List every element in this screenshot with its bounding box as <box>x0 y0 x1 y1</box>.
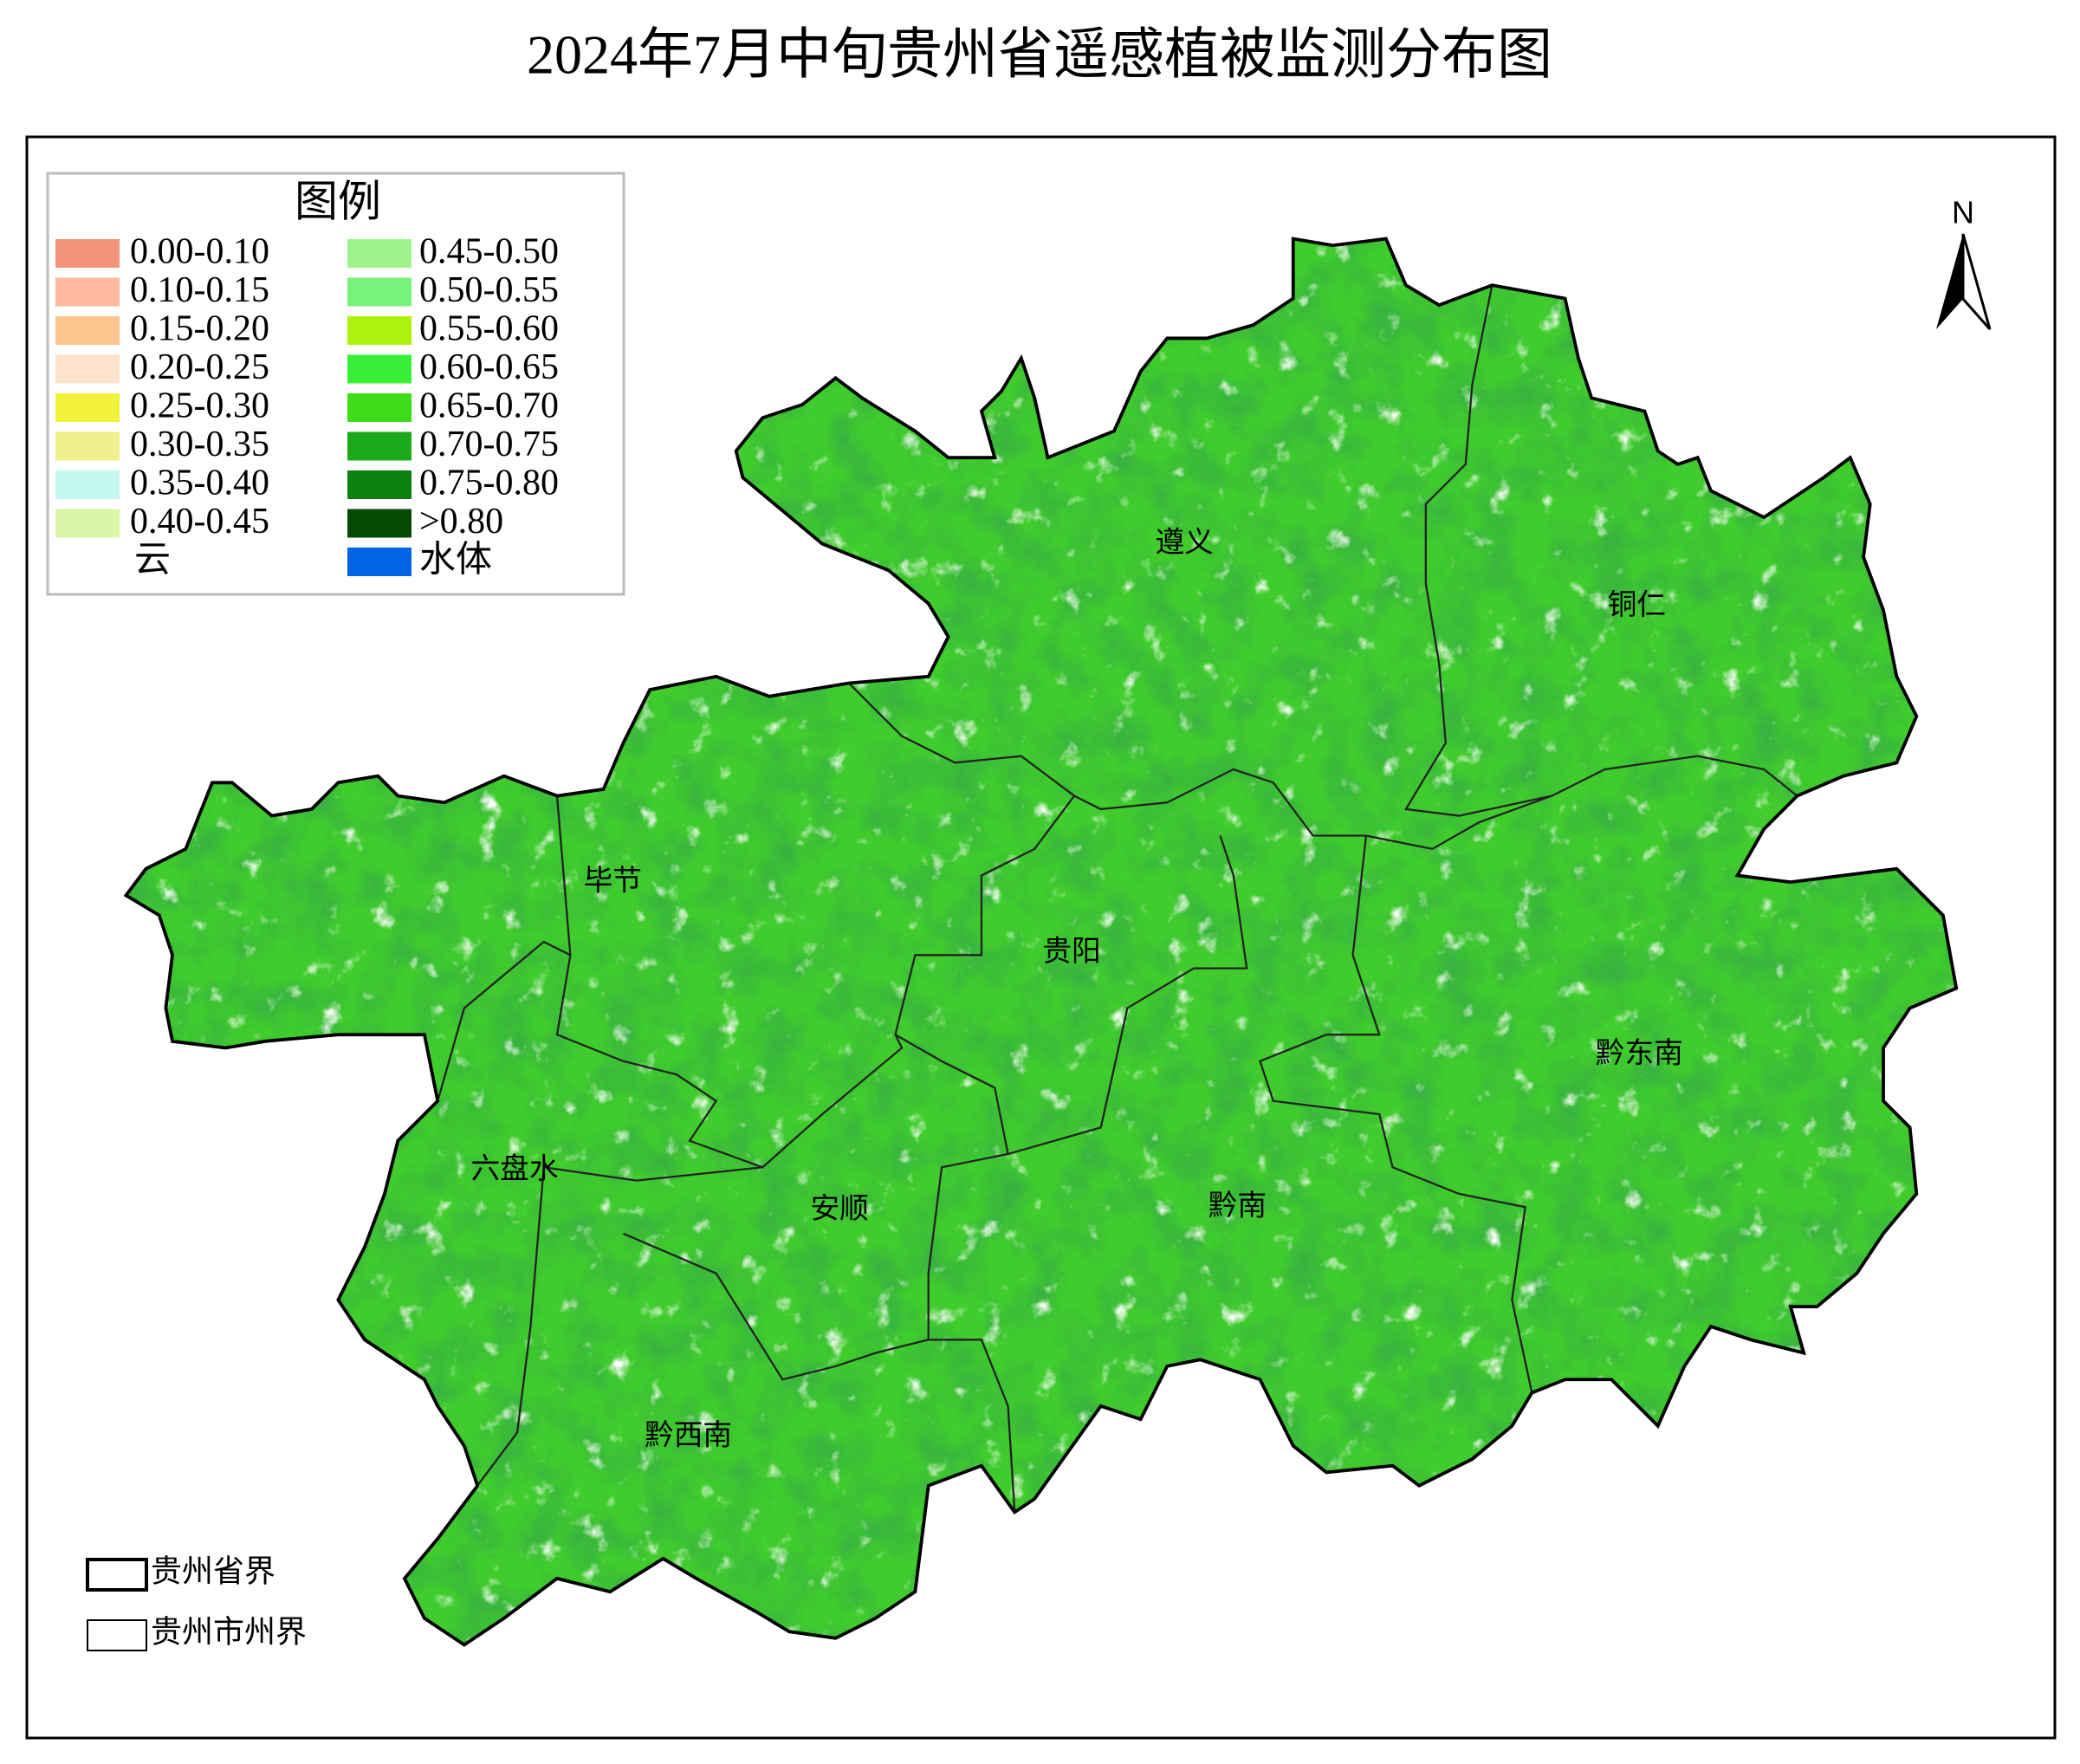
legend-swatch <box>55 393 120 422</box>
legend-swatch <box>55 239 120 268</box>
city-label: 铜仁 <box>1608 587 1666 621</box>
north-label: N <box>1952 195 1974 230</box>
legend-label: 0.55-0.60 <box>419 309 559 349</box>
legend-label: 云 <box>134 541 171 580</box>
city-label: 黔东南 <box>1596 1036 1683 1070</box>
map-frame <box>25 135 2057 1740</box>
legend-swatch <box>347 316 411 345</box>
legend-swatch <box>347 277 411 307</box>
legend-label: 0.70-0.75 <box>419 425 559 464</box>
legend-title: 图例 <box>295 177 381 225</box>
boundary-label: 贵州省界 <box>151 1553 275 1588</box>
north-arrow-left <box>1936 234 1963 329</box>
map-title: 2024年7月中旬贵州省遥感植被监测分布图 <box>527 24 1552 86</box>
legend-label: 0.10-0.15 <box>130 270 269 310</box>
legend-swatch <box>347 431 411 461</box>
city-boundaries <box>437 284 1798 1513</box>
city-label: 安顺 <box>810 1191 868 1225</box>
city-label: 遵义 <box>1156 525 1214 559</box>
legend-swatch <box>55 277 120 307</box>
legend-swatch <box>347 509 411 538</box>
legend-label: 0.15-0.20 <box>130 309 269 349</box>
north-arrow-right <box>1961 233 1992 330</box>
city-label: 黔南 <box>1208 1189 1267 1222</box>
city-label: 黔西南 <box>645 1418 732 1452</box>
boundary-swatch <box>86 1558 148 1592</box>
city-label: 毕节 <box>584 864 642 898</box>
legend-swatch <box>55 431 120 461</box>
legend-label: 0.40-0.45 <box>130 502 269 542</box>
city-label: 六盘水 <box>471 1151 559 1185</box>
legend-swatch <box>347 354 411 384</box>
boundary-swatch <box>87 1619 147 1651</box>
legend-swatch <box>347 548 411 576</box>
legend-label: 0.75-0.80 <box>419 464 559 503</box>
legend-swatch <box>55 548 120 576</box>
legend-swatch <box>55 509 120 538</box>
boundary-label: 贵州市州界 <box>151 1614 307 1649</box>
legend-label: 0.45-0.50 <box>419 232 559 272</box>
legend-label: 0.35-0.40 <box>130 464 269 503</box>
legend-swatch <box>55 316 120 345</box>
legend-label: 0.30-0.35 <box>130 425 269 464</box>
legend-label: 0.00-0.10 <box>130 232 269 272</box>
legend-label: 0.65-0.70 <box>419 386 559 426</box>
legend-label: 水体 <box>419 541 492 580</box>
legend-swatch <box>55 354 120 384</box>
legend-label: 0.50-0.55 <box>419 270 559 310</box>
legend-swatch <box>347 239 411 268</box>
legend-label: 0.60-0.65 <box>419 347 559 387</box>
legend-swatch <box>55 470 120 499</box>
legend-swatch <box>347 470 411 499</box>
legend-label: >0.80 <box>419 502 503 542</box>
legend-label: 0.20-0.25 <box>130 347 269 387</box>
legend-label: 0.25-0.30 <box>130 386 269 426</box>
legend-box <box>46 172 625 596</box>
legend-swatch <box>347 393 411 422</box>
city-label: 贵阳 <box>1042 934 1100 968</box>
